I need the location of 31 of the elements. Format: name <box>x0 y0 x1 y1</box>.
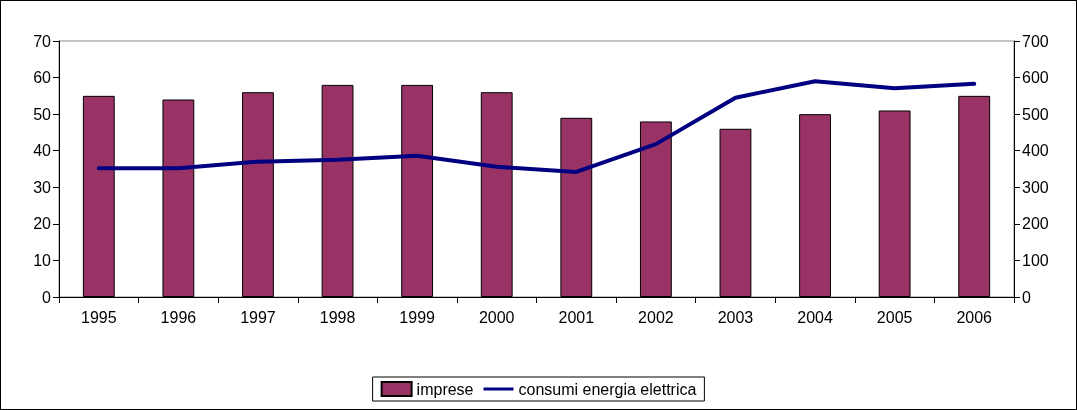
y2-tick-label: 600 <box>1022 69 1049 87</box>
y-tick-label: 50 <box>33 105 52 123</box>
y-tick-label: 30 <box>33 178 52 196</box>
y2-tick-label: 300 <box>1022 178 1049 196</box>
legend-label: imprese <box>416 380 474 398</box>
y2-tick-label: 200 <box>1022 215 1049 233</box>
y-tick-label: 20 <box>33 215 52 233</box>
y-tick-label: 70 <box>33 32 52 50</box>
x-tick-label: 2001 <box>558 308 595 326</box>
y2-tick-label: 100 <box>1022 251 1049 269</box>
y2-tick-label: 400 <box>1022 142 1049 160</box>
legend-label: consumi energia elettrica <box>518 380 697 398</box>
x-tick-label: 2006 <box>956 308 993 326</box>
y-tick-label: 60 <box>33 69 52 87</box>
x-tick-label: 1998 <box>319 308 356 326</box>
x-tick-label: 1995 <box>80 308 117 326</box>
x-tick-label: 2002 <box>638 308 674 326</box>
y2-tick-label: 0 <box>1022 288 1031 306</box>
x-tick-label: 2005 <box>876 308 913 326</box>
x-tick-label: 2004 <box>797 308 833 326</box>
y-tick-label: 0 <box>42 288 52 306</box>
x-tick-label: 2003 <box>717 308 754 326</box>
x-tick-label: 1999 <box>399 308 436 326</box>
x-tick-label: 1997 <box>240 308 276 326</box>
x-tick-label: 1996 <box>160 308 197 326</box>
y2-tick-label: 700 <box>1022 32 1049 50</box>
line-series <box>96 79 977 174</box>
y-tick-label: 40 <box>33 142 52 160</box>
y2-tick-label: 500 <box>1022 105 1049 123</box>
x-tick-label: 2000 <box>478 308 515 326</box>
y-tick-label: 10 <box>33 251 52 269</box>
